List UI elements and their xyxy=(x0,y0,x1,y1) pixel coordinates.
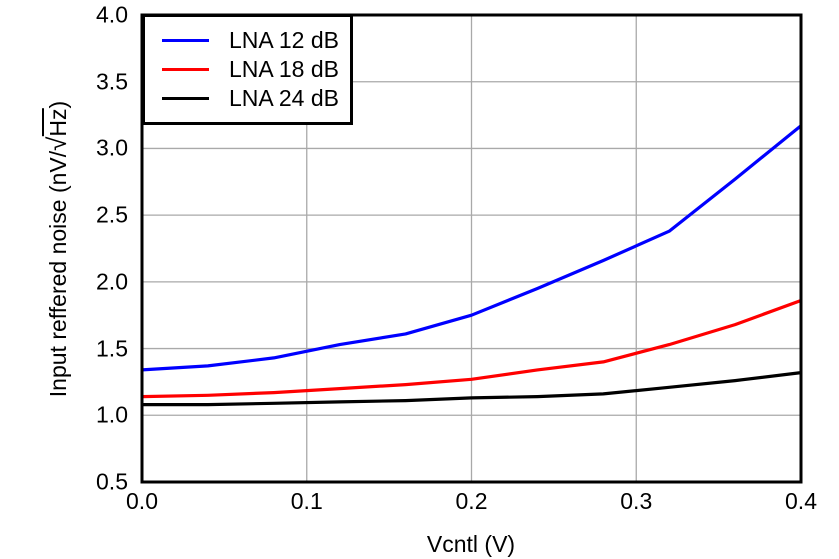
y-tick-label: 4.0 xyxy=(96,1,128,28)
y-axis-title-suffix: ) xyxy=(45,100,71,109)
legend-item-lna-24db: LNA 24 dB xyxy=(162,84,350,113)
chart-legend: LNA 12 dB LNA 18 dB LNA 24 dB xyxy=(142,14,353,125)
legend-label: LNA 24 dB xyxy=(229,85,339,111)
x-tick-label: 0.3 xyxy=(620,488,653,514)
y-tick-label: 2.0 xyxy=(96,268,128,295)
legend-item-lna-18db: LNA 18 dB xyxy=(162,55,350,84)
x-tick-label: 0.1 xyxy=(290,488,323,514)
x-axis-title: Vcntl (V) xyxy=(426,531,516,557)
legend-line-sample-black xyxy=(162,97,209,100)
y-tick-label: 3.0 xyxy=(96,134,128,161)
series-line-0 xyxy=(141,124,803,372)
x-tick-label: 0.0 xyxy=(126,488,158,514)
legend-line-sample-red xyxy=(162,68,209,71)
legend-label: LNA 12 dB xyxy=(229,27,339,53)
y-tick-label: 0.5 xyxy=(96,468,128,495)
legend-label: LNA 18 dB xyxy=(229,56,339,82)
legend-item-lna-12db: LNA 12 dB xyxy=(162,26,350,55)
series-line-1 xyxy=(141,298,802,399)
y-tick-label: 1.5 xyxy=(96,335,128,362)
x-tick-label: 0.2 xyxy=(455,488,488,514)
plot-frame xyxy=(140,13,803,484)
series-line-2 xyxy=(142,371,802,407)
y-tick-label: 2.5 xyxy=(96,201,128,228)
x-tick-label: 0.4 xyxy=(785,488,817,514)
y-axis-title-radicand: Hz xyxy=(42,108,71,137)
y-tick-label: 3.5 xyxy=(96,68,128,95)
legend-line-sample-blue xyxy=(162,39,209,42)
y-tick-label: 1.0 xyxy=(96,401,128,428)
